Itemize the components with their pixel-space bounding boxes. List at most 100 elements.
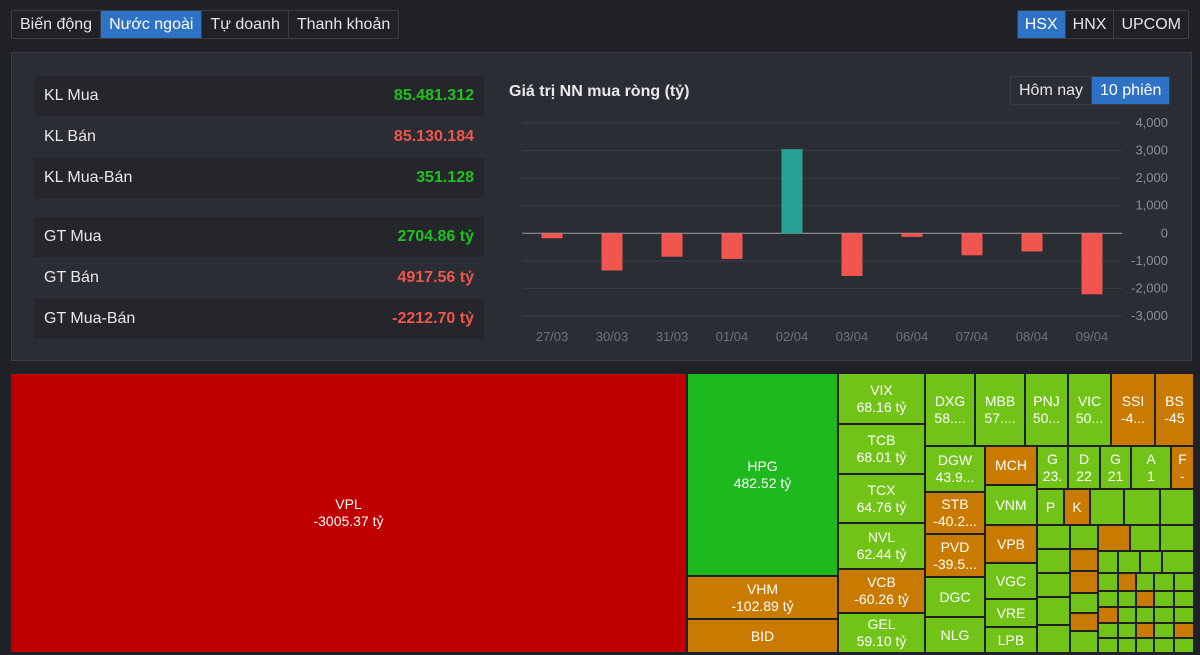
treemap-cell-small[interactable] xyxy=(1174,607,1194,623)
treemap-cell-small[interactable] xyxy=(1118,607,1136,623)
treemap-cell-mbb[interactable]: MBB 57.... xyxy=(975,373,1025,446)
tab-hsx[interactable]: HSX xyxy=(1017,11,1066,38)
treemap-cell-g1[interactable]: G 23. xyxy=(1037,446,1068,489)
tab-nuoc-ngoai[interactable]: Nước ngoài xyxy=(101,11,203,38)
tab-10-phien[interactable]: 10 phiên xyxy=(1092,77,1170,104)
treemap-cell-small[interactable] xyxy=(1174,573,1194,591)
treemap-cell-small[interactable] xyxy=(1070,613,1098,631)
tab-tu-doanh[interactable]: Tự doanh xyxy=(202,11,289,38)
treemap-cell-vpl[interactable]: VPL -3005.37 tỷ xyxy=(10,373,687,653)
treemap-cell-small[interactable] xyxy=(1154,573,1174,591)
ticker-label: BS xyxy=(1165,392,1184,409)
treemap-cell-small[interactable] xyxy=(1136,638,1154,653)
x-tick-label: 01/04 xyxy=(716,329,749,344)
treemap-cell-small[interactable] xyxy=(1140,551,1162,573)
tab-hom-nay[interactable]: Hôm nay xyxy=(1011,77,1093,104)
treemap-cell-bs[interactable]: BS -45 xyxy=(1155,373,1194,446)
treemap-cell-small[interactable] xyxy=(1160,525,1194,551)
treemap-cell-p[interactable]: P xyxy=(1037,489,1064,525)
treemap-cell-small[interactable] xyxy=(1154,591,1174,607)
treemap-cell-vre[interactable]: VRE xyxy=(985,599,1037,627)
y-tick-label: 3,000 xyxy=(1135,143,1168,158)
treemap-cell-lpb[interactable]: LPB xyxy=(985,627,1037,653)
treemap-cell-small[interactable] xyxy=(1174,623,1194,638)
tab-bien-dong[interactable]: Biến động xyxy=(12,11,102,38)
ticker-label: TCB xyxy=(867,432,896,448)
treemap-cell-small[interactable] xyxy=(1098,591,1118,607)
treemap-cell-nvl[interactable]: NVL 62.44 tỷ xyxy=(838,523,925,569)
treemap-cell-small[interactable] xyxy=(1090,489,1124,525)
treemap-cell-small[interactable] xyxy=(1037,573,1070,597)
treemap-cell-k[interactable]: K xyxy=(1064,489,1090,525)
treemap-cell-pvd[interactable]: PVD -39.5... xyxy=(925,534,985,577)
treemap-cell-small[interactable] xyxy=(1098,638,1118,653)
treemap-cell-vhm[interactable]: VHM -102.89 tỷ xyxy=(687,576,838,619)
treemap-cell-nlg[interactable]: NLG xyxy=(925,617,985,653)
ticker-label: PVD xyxy=(940,538,970,555)
treemap-cell-hpg[interactable]: HPG 482.52 tỷ xyxy=(687,373,838,576)
treemap-cell-small[interactable] xyxy=(1136,607,1154,623)
treemap-cell-small[interactable] xyxy=(1154,623,1174,638)
treemap-cell-dgc[interactable]: DGC xyxy=(925,577,985,617)
ticker-value: -102.89 tỷ xyxy=(731,597,794,614)
treemap-cell-small[interactable] xyxy=(1136,591,1154,607)
treemap-cell-a[interactable]: A 1 xyxy=(1131,446,1171,489)
treemap-cell-vix[interactable]: VIX 68.16 tỷ xyxy=(838,373,925,424)
treemap-cell-bid[interactable]: BID xyxy=(687,619,838,653)
treemap-cell-small[interactable] xyxy=(1154,607,1174,623)
treemap-cell-small[interactable] xyxy=(1098,525,1130,551)
treemap-cell-small[interactable] xyxy=(1136,623,1154,638)
treemap-cell-small[interactable] xyxy=(1118,551,1140,573)
treemap-cell-vcb[interactable]: VCB -60.26 tỷ xyxy=(838,569,925,613)
treemap-cell-small[interactable] xyxy=(1118,638,1136,653)
treemap-cell-small[interactable] xyxy=(1070,571,1098,593)
treemap-cell-small[interactable] xyxy=(1136,573,1154,591)
treemap-cell-f[interactable]: F - xyxy=(1171,446,1194,489)
treemap-cell-small[interactable] xyxy=(1130,525,1160,551)
treemap-cell-vgc[interactable]: VGC xyxy=(985,563,1037,599)
treemap-cell-small[interactable] xyxy=(1037,625,1070,653)
ticker-value: 57.... xyxy=(984,409,1016,426)
treemap-cell-small[interactable] xyxy=(1118,591,1136,607)
treemap-cell-small[interactable] xyxy=(1174,591,1194,607)
treemap-cell-small[interactable] xyxy=(1162,551,1194,573)
treemap-cell-vnm[interactable]: VNM xyxy=(985,485,1037,525)
treemap-cell-pnj[interactable]: PNJ 50... xyxy=(1025,373,1068,446)
tab-thanh-khoan[interactable]: Thanh khoản xyxy=(296,16,391,33)
treemap-cell-g2[interactable]: G 21 xyxy=(1100,446,1131,489)
treemap-cell-small[interactable] xyxy=(1098,551,1118,573)
treemap-cell-small[interactable] xyxy=(1124,489,1160,525)
treemap-cell-vpb[interactable]: VPB xyxy=(985,525,1037,563)
x-tick-label: 08/04 xyxy=(1016,329,1049,344)
treemap-cell-dxg[interactable]: DXG 58.... xyxy=(925,373,975,446)
treemap-cell-vic[interactable]: VIC 50... xyxy=(1068,373,1111,446)
treemap-cell-small[interactable] xyxy=(1098,573,1118,591)
treemap-cell-tcx[interactable]: TCX 64.76 tỷ xyxy=(838,474,925,523)
x-tick-label: 07/04 xyxy=(956,329,989,344)
treemap-cell-ssi[interactable]: SSI -4... xyxy=(1111,373,1155,446)
treemap-cell-small[interactable] xyxy=(1160,489,1194,525)
treemap-cell-small[interactable] xyxy=(1118,623,1136,638)
treemap-cell-dgw[interactable]: DGW 43.9... xyxy=(925,446,985,492)
tab-upcom[interactable]: UPCOM xyxy=(1121,16,1181,33)
treemap-cell-small[interactable] xyxy=(1070,593,1098,613)
treemap-cell-small[interactable] xyxy=(1174,638,1194,653)
treemap-cell-small[interactable] xyxy=(1037,597,1070,625)
treemap-cell-small[interactable] xyxy=(1098,623,1118,638)
treemap-cell-small[interactable] xyxy=(1037,525,1070,549)
treemap-cell-small[interactable] xyxy=(1070,631,1098,653)
treemap-cell-d[interactable]: D 22 xyxy=(1068,446,1100,489)
treemap-cell-tcb[interactable]: TCB 68.01 tỷ xyxy=(838,424,925,474)
treemap-cell-mch[interactable]: MCH xyxy=(985,446,1037,485)
treemap-cell-stb[interactable]: STB -40.2... xyxy=(925,492,985,534)
treemap-cell-small[interactable] xyxy=(1118,573,1136,591)
stats-table: KL Mua 85.481.312 KL Bán 85.130.184 KL M… xyxy=(34,76,484,340)
chart-title: Giá trị NN mua ròng (tỷ) xyxy=(509,83,690,100)
tab-hnx[interactable]: HNX xyxy=(1066,11,1115,38)
treemap-cell-small[interactable] xyxy=(1070,525,1098,549)
treemap-cell-small[interactable] xyxy=(1098,607,1118,623)
treemap-cell-gel[interactable]: GEL 59.10 tỷ xyxy=(838,613,925,653)
treemap-cell-small[interactable] xyxy=(1154,638,1174,653)
treemap-cell-small[interactable] xyxy=(1070,549,1098,571)
treemap-cell-small[interactable] xyxy=(1037,549,1070,573)
